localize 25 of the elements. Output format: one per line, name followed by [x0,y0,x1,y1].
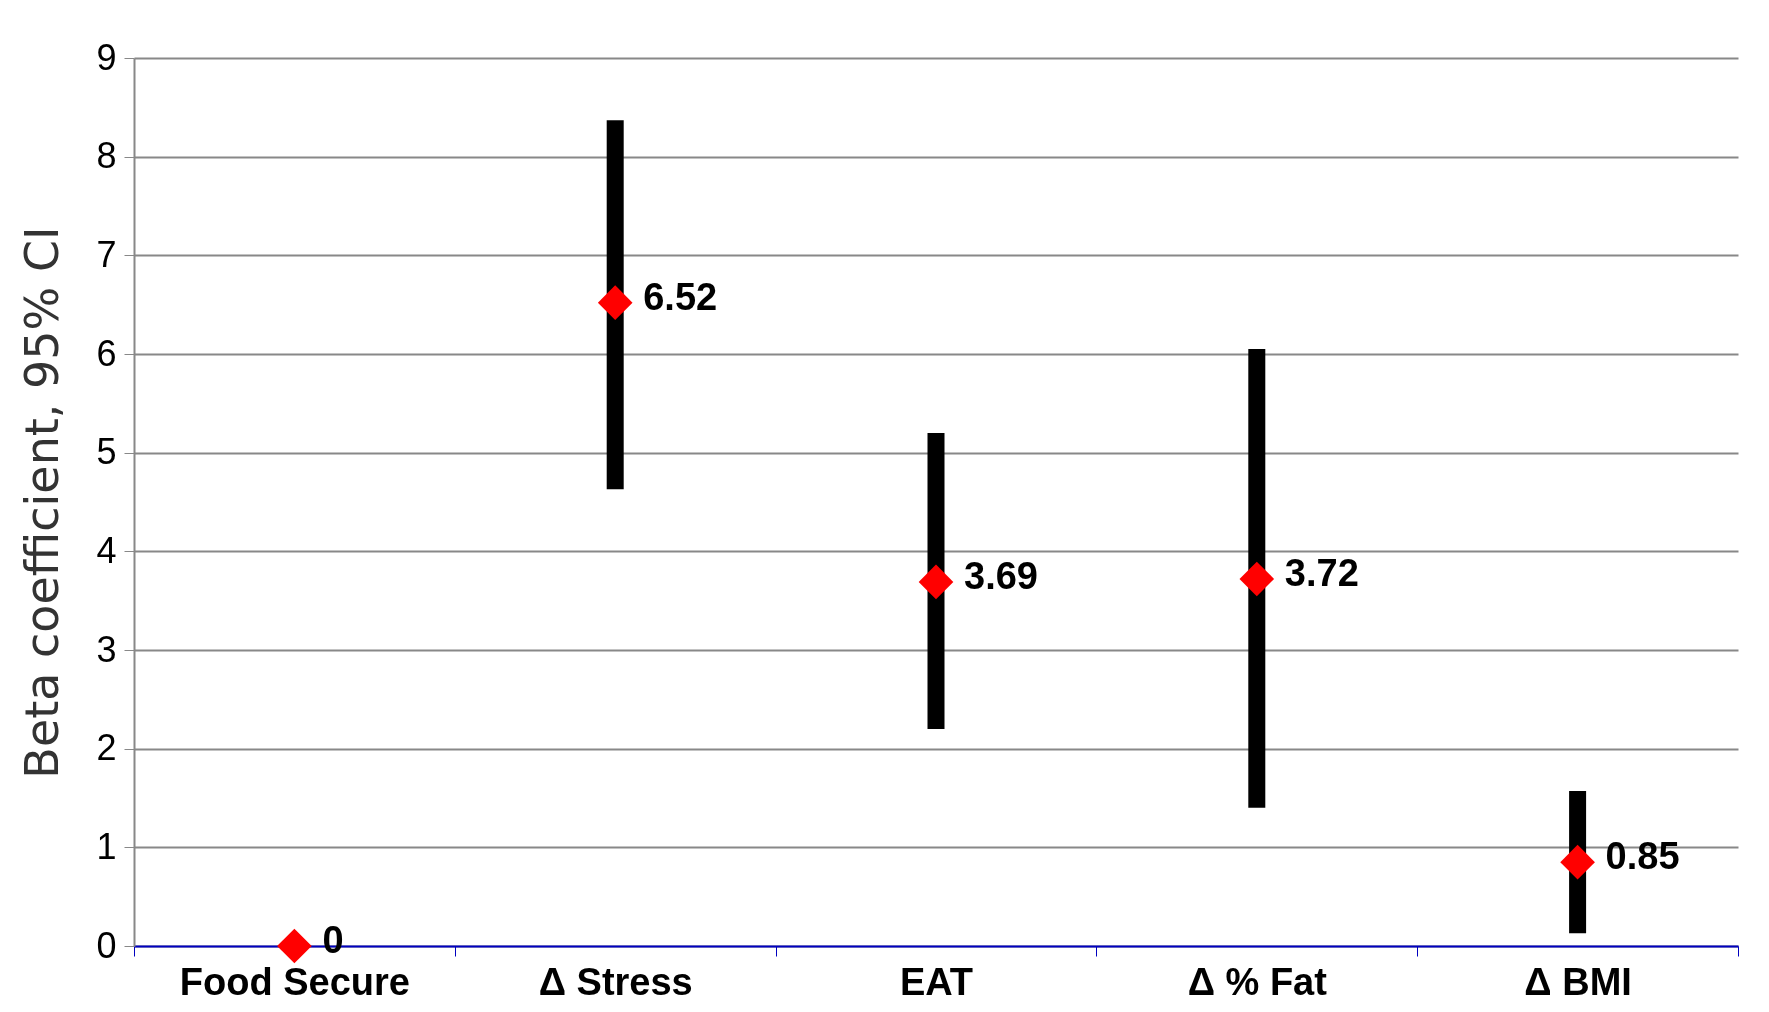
x-tick-label: Food Secure [179,960,410,1003]
x-tick-label: Δ BMI [1524,960,1632,1003]
y-tick-label: 7 [96,233,117,275]
y-tick-label: 3 [96,628,117,670]
x-tick-label: Δ % Fat [1187,960,1328,1003]
y-tick-label: 4 [96,529,117,571]
data-label: 6.52 [643,275,718,318]
point [277,928,312,964]
y-tick-label: 9 [96,36,117,78]
y-tick-label: 0 [96,924,117,966]
y-tick-label: 5 [96,431,117,473]
point [1560,844,1595,880]
y-tick-label: 2 [96,727,117,769]
y-tick-label: 1 [96,825,117,867]
point [918,564,954,600]
data-label: 3.72 [1284,551,1359,594]
y-tick-label: 6 [96,332,117,374]
x-tick-label: Δ Stress [538,960,693,1003]
y-tick-label: 8 [96,135,117,177]
data-label: 3.69 [964,554,1038,597]
y-axis-title: Beta coefficient, 95% CI [15,226,70,779]
point [597,285,633,321]
data-label: 0.85 [1605,835,1680,878]
point [1239,561,1275,597]
x-tick-label: EAT [899,960,974,1003]
